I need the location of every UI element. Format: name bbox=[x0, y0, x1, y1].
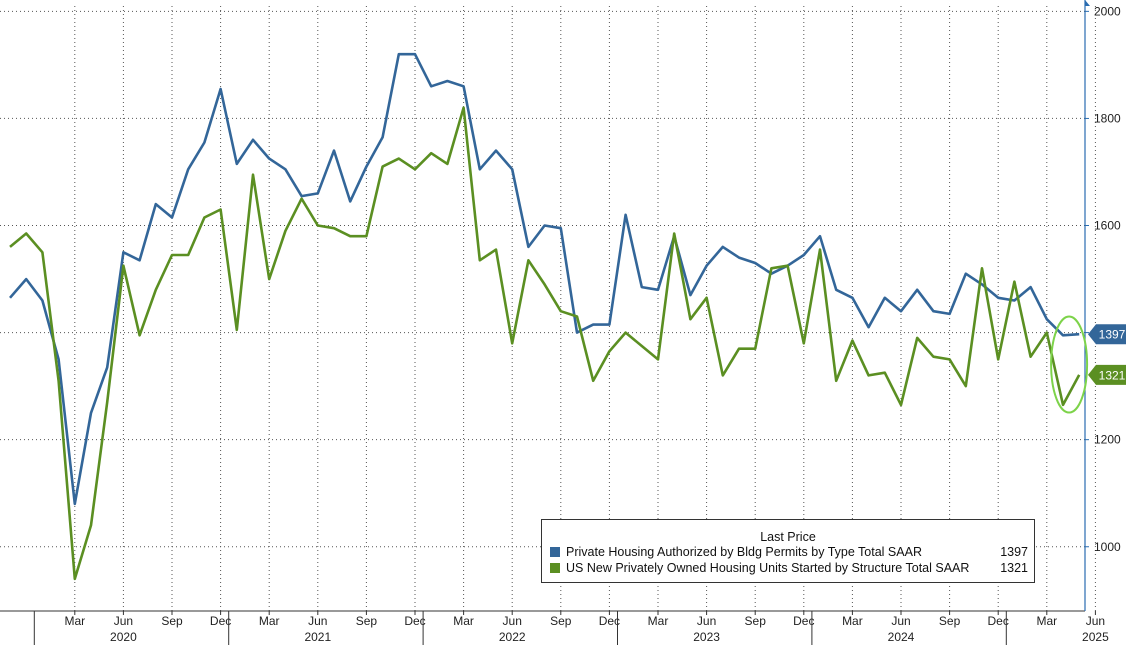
legend-value-starts: 1321 bbox=[1000, 561, 1028, 575]
x-tick-label: Mar bbox=[842, 614, 863, 628]
legend-row-starts: US New Privately Owned Housing Units Sta… bbox=[550, 560, 1028, 576]
x-tick-label: Jun bbox=[503, 614, 522, 628]
y-axis-arrow bbox=[1085, 0, 1090, 6]
legend-value-permits: 1397 bbox=[1000, 545, 1028, 559]
x-tick-label: Dec bbox=[404, 614, 425, 628]
legend-name-permits: Private Housing Authorized by Bldg Permi… bbox=[566, 545, 922, 559]
grid-lines bbox=[0, 6, 1096, 611]
y-tick-label: 2000 bbox=[1094, 4, 1121, 18]
year-label: 2021 bbox=[304, 630, 331, 644]
series-line-starts bbox=[9, 106, 1081, 581]
annotation-layer: 1397 1321 bbox=[1050, 315, 1126, 414]
x-tick-label: Sep bbox=[745, 614, 767, 628]
y-tick-label: 1200 bbox=[1094, 433, 1121, 447]
last-value-label-starts: 1321 bbox=[1099, 368, 1126, 382]
y-tick-label: 1000 bbox=[1094, 540, 1121, 554]
year-label: 2022 bbox=[499, 630, 526, 644]
x-tick-label: Mar bbox=[64, 614, 85, 628]
year-label: 2025 bbox=[1082, 630, 1109, 644]
x-tick-label: Sep bbox=[356, 614, 378, 628]
last-value-tag-starts bbox=[1088, 364, 1126, 385]
legend-row-permits: Private Housing Authorized by Bldg Permi… bbox=[550, 544, 1028, 560]
highlight-ellipse bbox=[1050, 315, 1089, 414]
x-tick-label: Mar bbox=[259, 614, 280, 628]
x-tick-label: Mar bbox=[453, 614, 474, 628]
legend-name-starts: US New Privately Owned Housing Units Sta… bbox=[566, 561, 970, 575]
year-label: 2023 bbox=[693, 630, 720, 644]
x-tick-label: Jun bbox=[891, 614, 910, 628]
x-tick-label: Dec bbox=[793, 614, 814, 628]
y-tick-label: 1800 bbox=[1094, 111, 1121, 125]
x-tick-label: Mar bbox=[648, 614, 669, 628]
x-tick-label: Dec bbox=[210, 614, 231, 628]
x-tick-label: Jun bbox=[308, 614, 327, 628]
series-lines bbox=[9, 52, 1081, 581]
x-tick-label: Jun bbox=[697, 614, 716, 628]
legend: Last Price Private Housing Authorized by… bbox=[541, 519, 1035, 583]
last-value-label-permits: 1397 bbox=[1099, 328, 1126, 342]
year-label: 2024 bbox=[888, 630, 915, 644]
y-tick-label: 1600 bbox=[1094, 219, 1121, 233]
x-tick-label: Sep bbox=[550, 614, 572, 628]
x-tick-label: Mar bbox=[1036, 614, 1057, 628]
legend-swatch-permits bbox=[550, 547, 560, 557]
x-tick-label: Jun bbox=[1086, 614, 1105, 628]
x-tick-label: Dec bbox=[988, 614, 1009, 628]
x-tick-label: Jun bbox=[114, 614, 133, 628]
legend-swatch-starts bbox=[550, 563, 560, 573]
x-tick-label: Sep bbox=[939, 614, 961, 628]
year-label: 2020 bbox=[110, 630, 137, 644]
legend-title: Last Price bbox=[760, 530, 816, 544]
last-value-tag-permits bbox=[1088, 324, 1126, 345]
series-line-permits bbox=[9, 52, 1080, 506]
x-tick-label: Sep bbox=[161, 614, 183, 628]
x-tick-label: Dec bbox=[599, 614, 620, 628]
